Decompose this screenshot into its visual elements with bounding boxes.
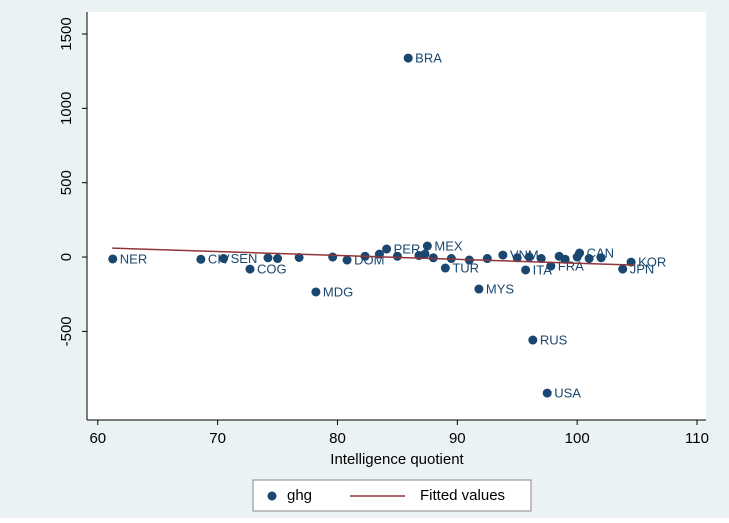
y-tick-label: -500 <box>58 316 75 346</box>
point <box>382 244 392 254</box>
point <box>536 254 546 264</box>
point <box>342 255 352 265</box>
point <box>521 265 531 275</box>
y-tick-label: 1000 <box>58 92 75 125</box>
point <box>273 254 283 264</box>
point-label: NER <box>120 251 147 266</box>
point <box>422 241 432 251</box>
point-label: RUS <box>540 332 568 347</box>
point <box>428 253 438 263</box>
x-tick-label: 70 <box>209 430 226 447</box>
point <box>584 254 594 264</box>
point <box>108 254 118 264</box>
x-tick-label: 60 <box>89 430 106 447</box>
point-label: TUR <box>452 260 479 275</box>
x-tick-label: 80 <box>329 430 346 447</box>
point-label: MEX <box>434 238 463 253</box>
point-label: MYS <box>486 281 515 296</box>
point <box>403 53 413 63</box>
point <box>596 253 606 263</box>
point <box>219 254 229 264</box>
point <box>263 253 273 263</box>
point <box>245 264 255 274</box>
point <box>440 263 450 273</box>
x-tick-label: 100 <box>565 430 590 447</box>
y-tick-label: 0 <box>58 253 75 261</box>
point <box>328 252 338 262</box>
legend-marker <box>267 491 277 501</box>
point-label: SEN <box>231 251 258 266</box>
x-axis-title: Intelligence quotient <box>330 451 464 468</box>
point <box>482 254 492 264</box>
legend-label: ghg <box>287 487 312 504</box>
legend-label: Fitted values <box>420 487 505 504</box>
point-label: CAN <box>587 245 614 260</box>
point-label: MDG <box>323 284 353 299</box>
point-label: COG <box>257 262 287 277</box>
point-label: USA <box>554 386 581 401</box>
x-tick-label: 90 <box>449 430 466 447</box>
point-label: PER <box>394 241 421 256</box>
point <box>572 252 582 262</box>
point <box>512 253 522 263</box>
plot-area <box>87 12 706 420</box>
point-label: KOR <box>638 255 666 270</box>
point <box>498 250 508 260</box>
point <box>546 261 556 271</box>
point <box>524 252 534 262</box>
point <box>618 264 628 274</box>
point <box>196 254 206 264</box>
point-label: JPN <box>630 262 655 277</box>
point <box>294 252 304 262</box>
y-tick-label: 1500 <box>58 17 75 50</box>
point <box>474 284 484 294</box>
point <box>528 335 538 345</box>
point <box>542 388 552 398</box>
y-tick-label: 500 <box>58 170 75 195</box>
point <box>560 254 570 264</box>
x-tick-label: 110 <box>685 430 709 447</box>
fitted-line <box>112 247 635 266</box>
point <box>311 287 321 297</box>
point <box>420 249 430 259</box>
point <box>392 251 402 261</box>
point-label: BRA <box>415 51 442 66</box>
